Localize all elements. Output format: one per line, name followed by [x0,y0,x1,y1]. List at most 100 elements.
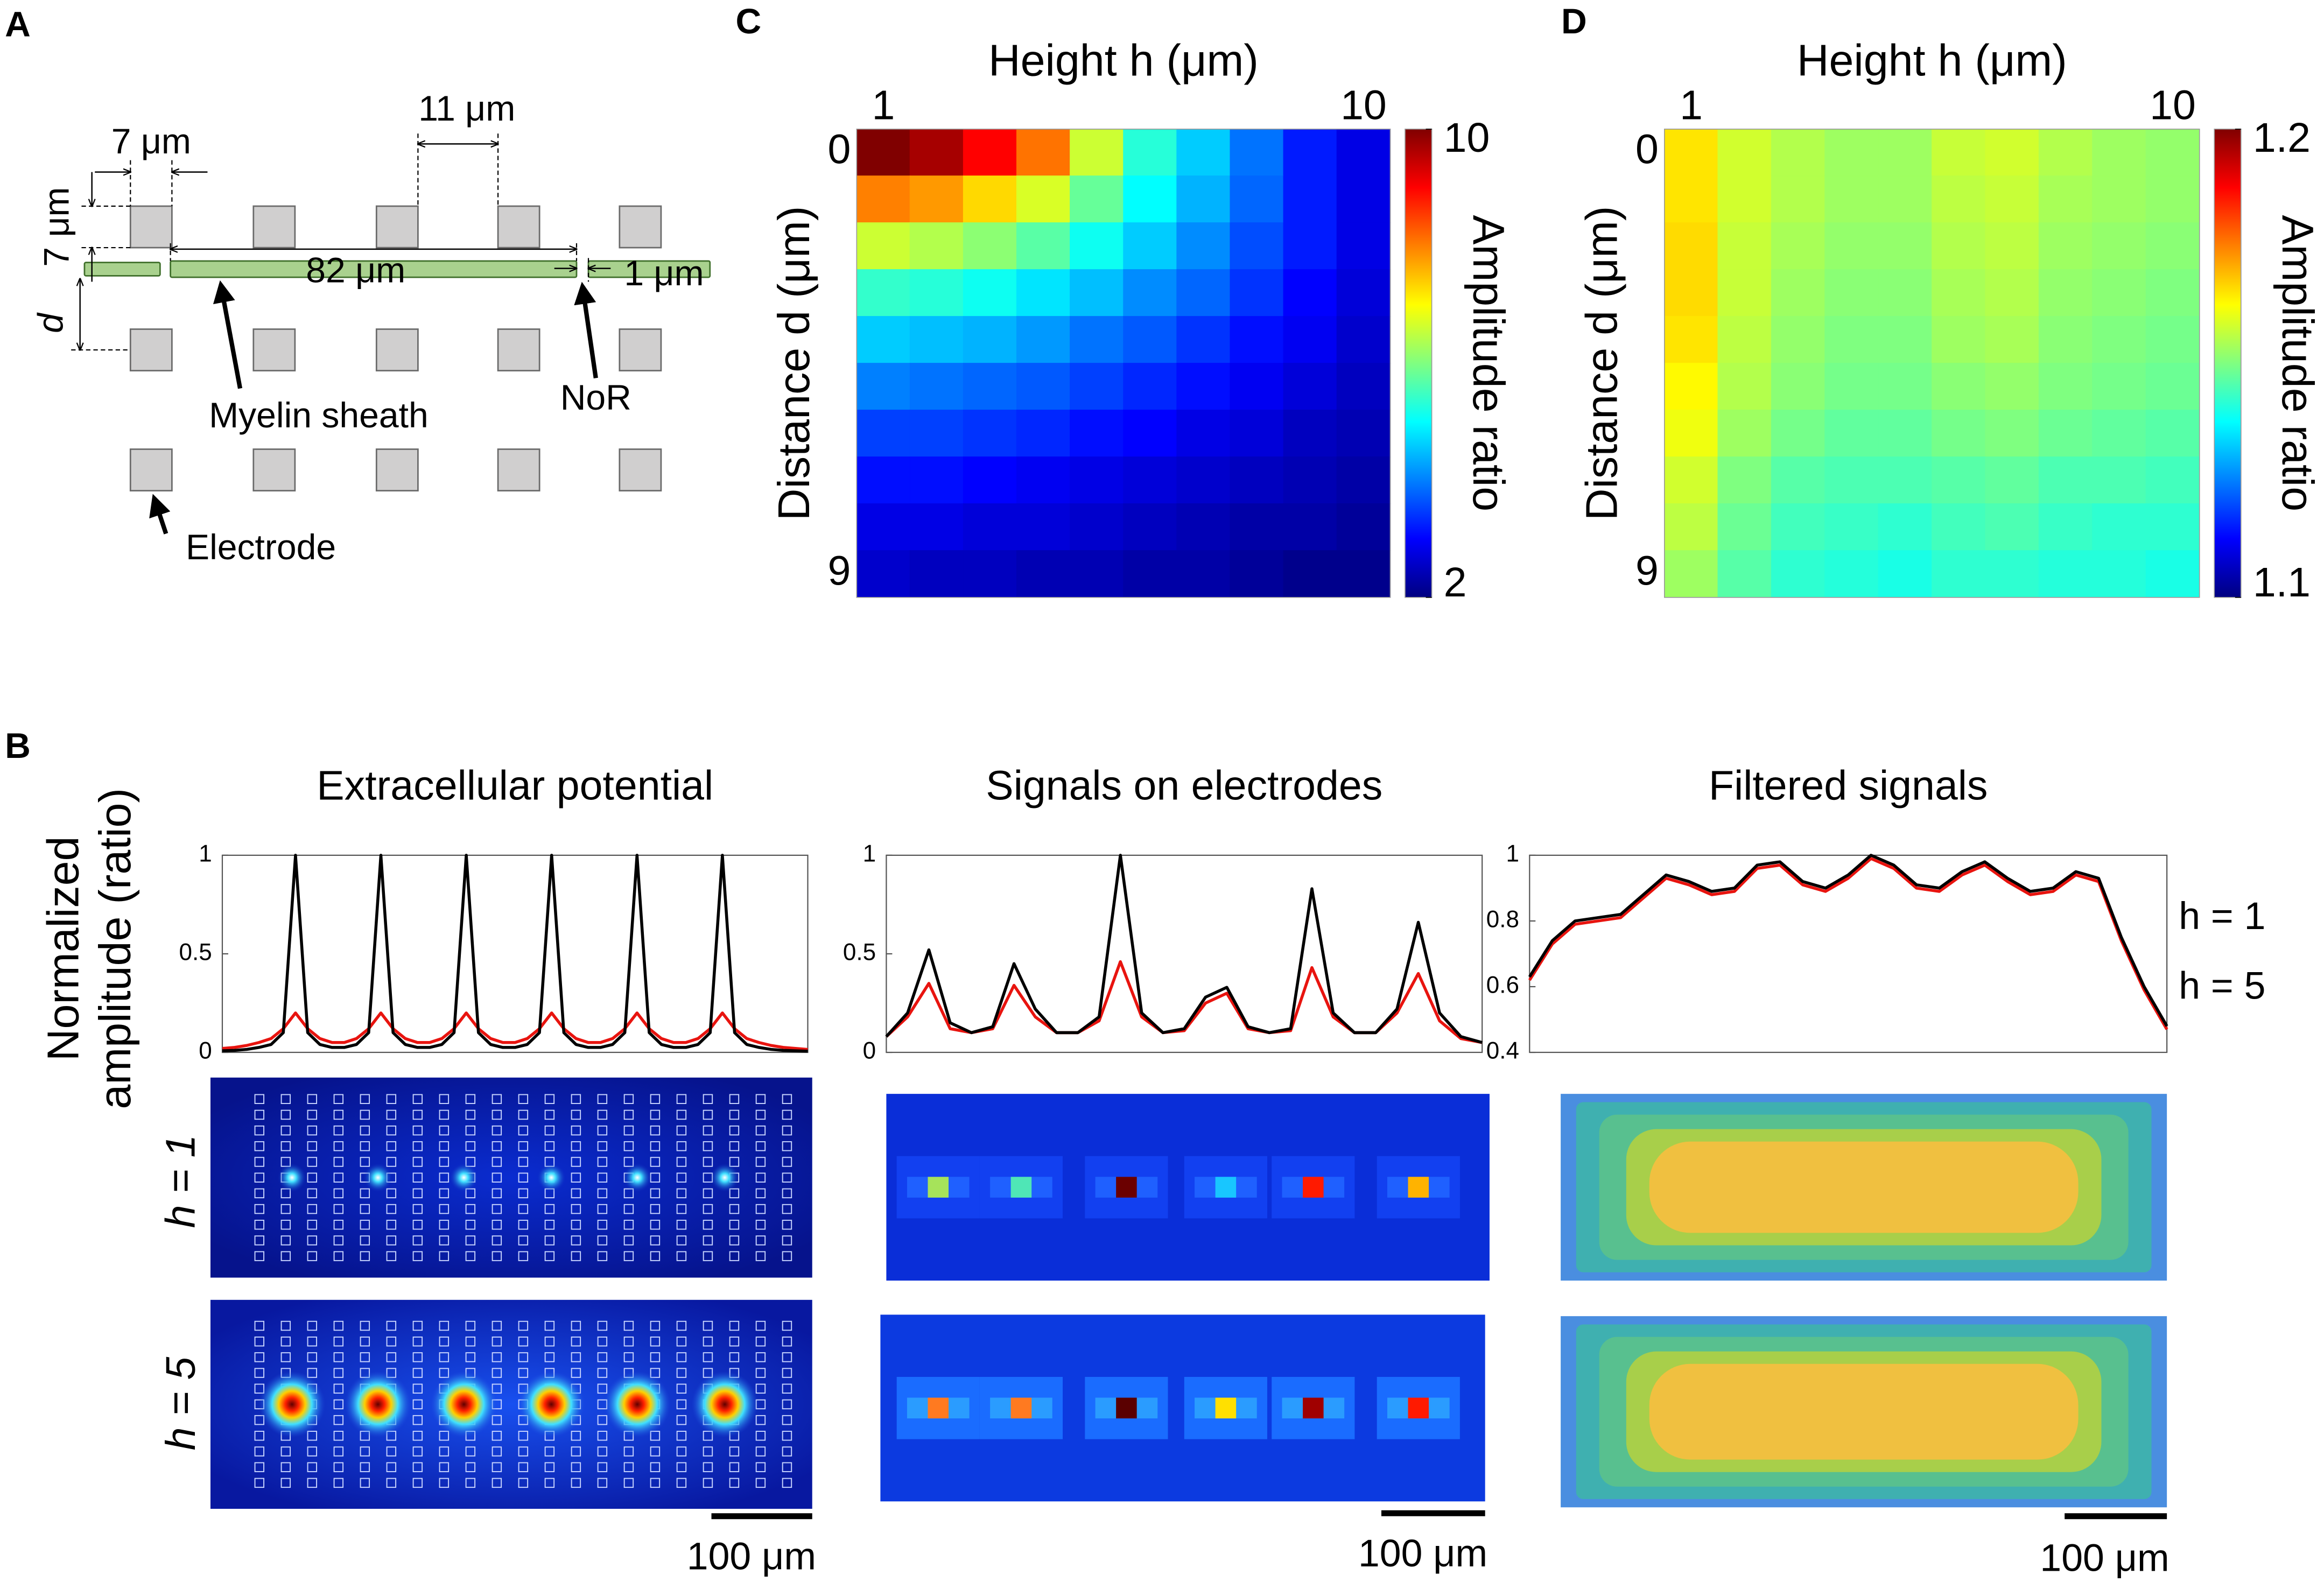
electrode-outline [360,1336,370,1347]
heatmap-cell [1985,363,2040,411]
electrode-outline [597,1109,608,1120]
pixel-core [928,1397,949,1419]
electrode-outline [492,1172,502,1183]
electrode-outline [676,1383,687,1394]
electrode-outline [755,1320,766,1331]
electrode-outline [412,1336,423,1347]
electrode-outline [360,1157,370,1167]
heatmap-cell [2145,316,2200,364]
electrode-outline [465,1141,476,1151]
heatmap-cell [2038,175,2093,223]
heatmap-cell [963,410,1017,458]
electrode-outline [360,1462,370,1472]
callout-arrow [149,494,171,535]
heatmap-cell [2092,503,2147,551]
heatmap-cell [2038,363,2093,411]
electrode-outline [703,1320,713,1331]
heatmap-cell [1717,269,1772,317]
electrode-outline [544,1446,555,1457]
electrode-outline [360,1352,370,1362]
heatmap-cell [1070,550,1124,598]
y-tick-label: 0 [863,1038,876,1064]
heatmap-cell [1771,316,1826,364]
electrode-outline [571,1204,581,1214]
electrode-outline [333,1172,344,1183]
electrode-outline [492,1446,502,1457]
electrode-outline [544,1220,555,1230]
heatmap-cell [1985,129,2040,177]
diagram: 7 μm 11 μm 7 μm 82 μm 1 μm d Myelin shea… [31,89,711,567]
electrode-outline [307,1220,318,1230]
electrode-outline [254,1446,265,1457]
heatmap-cell [1664,129,1718,177]
heatmap-cell [1070,410,1124,458]
heatmap-cell [1283,410,1338,458]
electrode-outline [703,1157,713,1167]
electrode-outline [782,1235,792,1246]
electrode-outline [386,1094,397,1105]
electrode-outline [254,1368,265,1378]
electrode-outline [465,1320,476,1331]
heatmap-cell [1664,410,1718,458]
chart-title: Signals on electrodes [986,762,1382,808]
electrode-outline [333,1368,344,1378]
heatmap-cell [2092,456,2147,504]
heatmap-cell [1932,456,1986,504]
electrode-outline [386,1204,397,1214]
electrode-outline [386,1157,397,1167]
electrode-outline [544,1109,555,1120]
electrode-outline [307,1446,318,1457]
electrode-outline [676,1157,687,1167]
electrode-outline [254,1352,265,1362]
electrode-outline [755,1094,766,1105]
electrode-outline [597,1204,608,1214]
plot-frame [856,128,1391,598]
electrode-outline [703,1462,713,1472]
electrode-outline [571,1141,581,1151]
electrode [129,448,173,491]
electrode-outline [360,1320,370,1331]
electrode-outline [518,1478,529,1488]
electrode-outline [465,1220,476,1230]
electrode-outline [703,1251,713,1261]
series-line [1528,857,2168,1030]
heatmap-cell [1717,222,1772,270]
electrode [497,328,540,371]
electrode-outline [544,1462,555,1472]
electrode-outline [465,1478,476,1488]
electrode-outline [650,1251,661,1261]
electrode-outline [254,1478,265,1488]
electrode-outline [492,1094,502,1105]
heatmap-cell [1123,410,1177,458]
electrode-outline [703,1141,713,1151]
heatmap-cell [1230,269,1284,317]
electrode-outline [544,1251,555,1261]
electrode-outline [597,1415,608,1425]
electrode-outline [360,1220,370,1230]
electrode-outline [755,1336,766,1347]
dimension-label: 11 μm [418,89,515,129]
heatmap-cell [1771,269,1826,317]
electrode-outline [492,1109,502,1120]
electrode-outline [465,1235,476,1246]
chart-title: Filtered signals [1709,762,1988,808]
panel-letter: C [736,2,762,41]
electrode-outline [755,1188,766,1199]
heatmap-cell [1176,363,1231,411]
heatmap-cell [1664,550,1718,598]
pixel-core [1408,1177,1429,1198]
heatmap-cell [2145,363,2200,411]
electrode-outline [386,1109,397,1120]
electrode-outline [571,1109,581,1120]
heatmap-cell [963,316,1017,364]
heatmap-cell [2038,456,2093,504]
electrode-outline [544,1478,555,1488]
heatmap-cell [909,503,964,551]
x-axis-label: Height h (μm) [988,35,1259,85]
heatmap-cell [1230,129,1284,177]
heatmap-cell [1016,222,1071,270]
heatmap-cell [1932,175,1986,223]
electrode-outline [492,1125,502,1136]
electrode-outline [412,1157,423,1167]
pixel-core [1215,1177,1237,1198]
